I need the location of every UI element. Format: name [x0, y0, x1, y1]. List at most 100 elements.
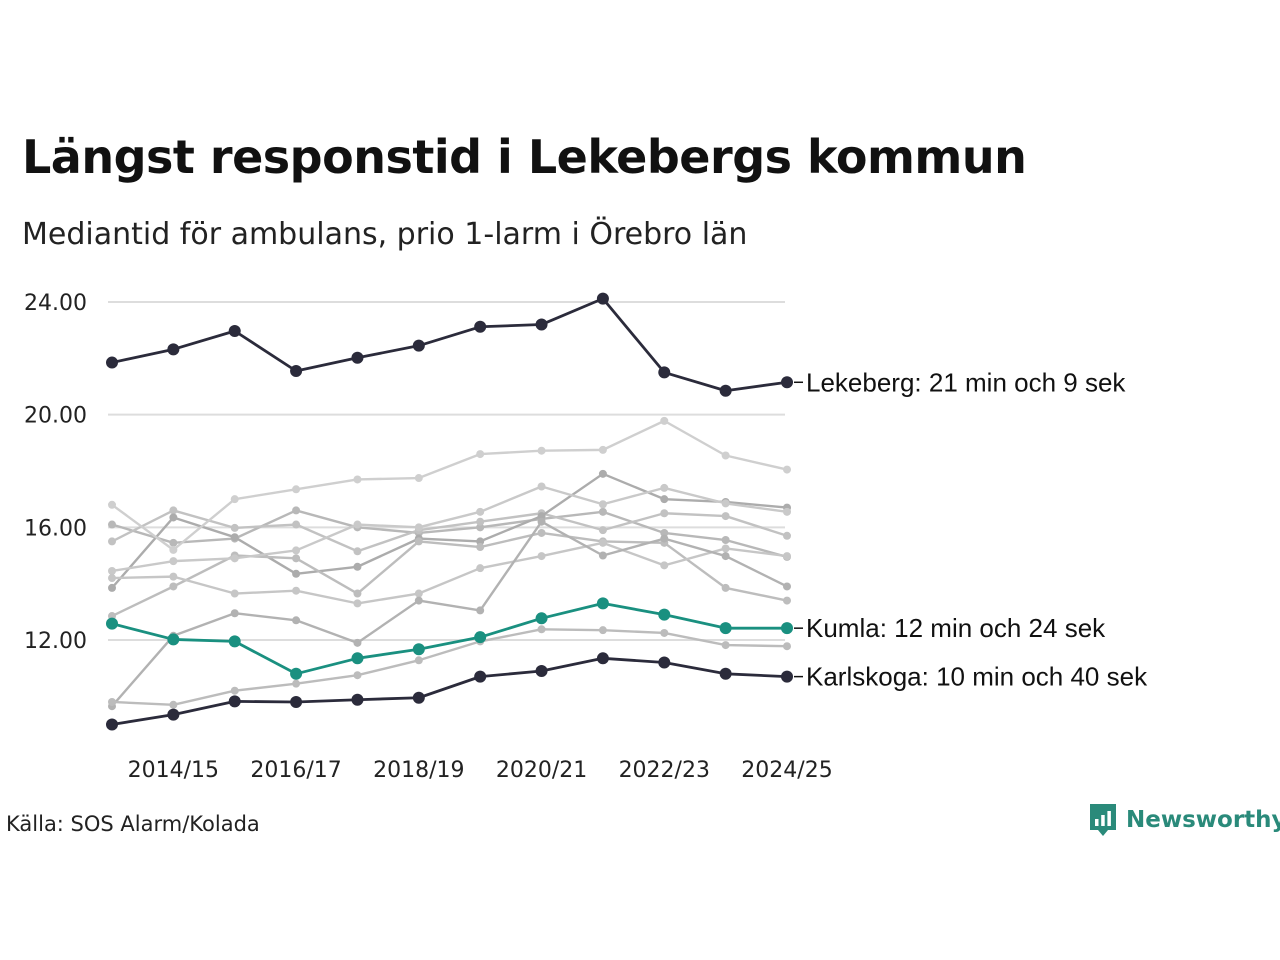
- background-line: [110, 419, 789, 552]
- kumla-point: [781, 622, 793, 635]
- background-series: [108, 517, 791, 711]
- background-point: [230, 686, 239, 695]
- x-tick-label: 2016/17: [250, 758, 341, 783]
- background-series: [108, 416, 791, 554]
- background-point: [414, 656, 423, 665]
- background-point: [292, 546, 301, 555]
- background-point: [537, 512, 546, 521]
- background-point: [169, 538, 178, 547]
- background-point: [353, 562, 362, 571]
- lekeberg-end-label: Lekeberg: 21 min och 9 sek: [806, 367, 1126, 397]
- background-point: [292, 586, 301, 595]
- background-point: [292, 554, 301, 563]
- gridlines: [108, 301, 785, 641]
- background-point: [476, 517, 485, 526]
- x-axis-ticks: 2014/15 2016/17 2018/19 2020/21 2022/23 2024/…: [128, 758, 833, 783]
- lekeberg-point: [474, 320, 487, 333]
- background-line: [110, 472, 789, 590]
- background-point: [660, 416, 669, 425]
- background-point: [537, 517, 546, 526]
- background-point: [537, 446, 546, 455]
- background-point: [414, 537, 423, 546]
- background-point: [230, 495, 239, 504]
- background-point: [660, 528, 669, 537]
- kumla-point: [106, 617, 118, 630]
- lekeberg-line: [110, 297, 789, 393]
- background-point: [292, 506, 301, 515]
- series-end-labels: Lekeberg: 21 min och 9 sek Kumla: 12 min …: [794, 367, 1148, 692]
- background-point: [353, 589, 362, 598]
- lekeberg-point: [719, 384, 732, 397]
- background-point: [783, 507, 791, 516]
- background-point: [108, 500, 116, 509]
- kumla-point: [351, 652, 364, 665]
- background-point: [598, 469, 607, 478]
- background-point: [169, 700, 178, 709]
- background-point: [353, 599, 362, 608]
- background-point: [169, 582, 178, 591]
- kumla-point: [290, 667, 303, 680]
- background-series: [108, 482, 791, 575]
- background-series: [108, 538, 791, 608]
- background-line: [110, 520, 789, 708]
- kumla-point: [535, 612, 548, 625]
- background-point: [414, 596, 423, 605]
- karlskoga-point: [228, 695, 241, 708]
- background-point: [783, 596, 791, 605]
- lekeberg-point: [781, 376, 793, 389]
- lekeberg-point: [658, 366, 671, 379]
- line-chart: 12.00 16.00 20.00 24.00 2014/15 2016/17 2018/…: [24, 291, 1148, 783]
- background-point: [537, 482, 546, 491]
- karlskoga-point: [106, 718, 118, 731]
- background-point: [598, 507, 607, 516]
- newsworthy-logo-icon: [1090, 804, 1116, 836]
- kumla-point: [596, 597, 609, 610]
- background-point: [476, 507, 485, 516]
- background-point: [721, 499, 730, 508]
- y-tick-label: 16.00: [24, 516, 87, 541]
- background-point: [721, 552, 730, 561]
- background-point: [660, 483, 669, 492]
- background-point: [353, 638, 362, 647]
- y-axis-ticks: 12.00 16.00 20.00 24.00: [24, 291, 87, 654]
- lekeberg-point: [535, 318, 548, 331]
- kumla-point: [167, 633, 180, 646]
- background-point: [108, 697, 116, 706]
- y-tick-label: 12.00: [24, 629, 87, 654]
- karlskoga-point: [290, 695, 303, 708]
- kumla-point: [719, 622, 732, 635]
- lekeberg-point: [596, 292, 609, 305]
- background-point: [414, 474, 423, 483]
- background-point: [537, 552, 546, 561]
- lekeberg-series: [106, 292, 793, 397]
- background-point: [292, 485, 301, 494]
- background-point: [783, 642, 791, 651]
- background-point: [169, 557, 178, 566]
- source-note: Källa: SOS Alarm/Kolada: [6, 812, 260, 836]
- background-point: [108, 520, 116, 529]
- background-point: [476, 450, 485, 459]
- chart-title: Längst responstid i Lekebergs kommun: [22, 130, 1027, 184]
- y-tick-label: 24.00: [24, 291, 87, 316]
- background-point: [598, 551, 607, 560]
- background-point: [230, 533, 239, 542]
- lekeberg-point: [106, 356, 118, 369]
- background-point: [598, 445, 607, 454]
- background-point: [598, 526, 607, 535]
- background-point: [108, 583, 116, 592]
- lekeberg-point: [167, 343, 180, 356]
- background-point: [476, 543, 485, 552]
- background-line: [110, 628, 789, 706]
- background-point: [721, 544, 730, 553]
- background-point: [783, 531, 791, 540]
- karlskoga-point: [167, 708, 180, 721]
- karlskoga-end-label: Karlskoga: 10 min och 40 sek: [806, 662, 1148, 692]
- highlighted-series: [106, 292, 793, 731]
- background-point: [537, 625, 546, 634]
- kumla-series: [106, 597, 793, 680]
- background-point: [476, 606, 485, 615]
- background-point: [598, 538, 607, 547]
- karlskoga-point: [412, 691, 425, 704]
- background-line: [110, 531, 789, 618]
- kumla-end-label: Kumla: 12 min och 24 sek: [806, 613, 1106, 643]
